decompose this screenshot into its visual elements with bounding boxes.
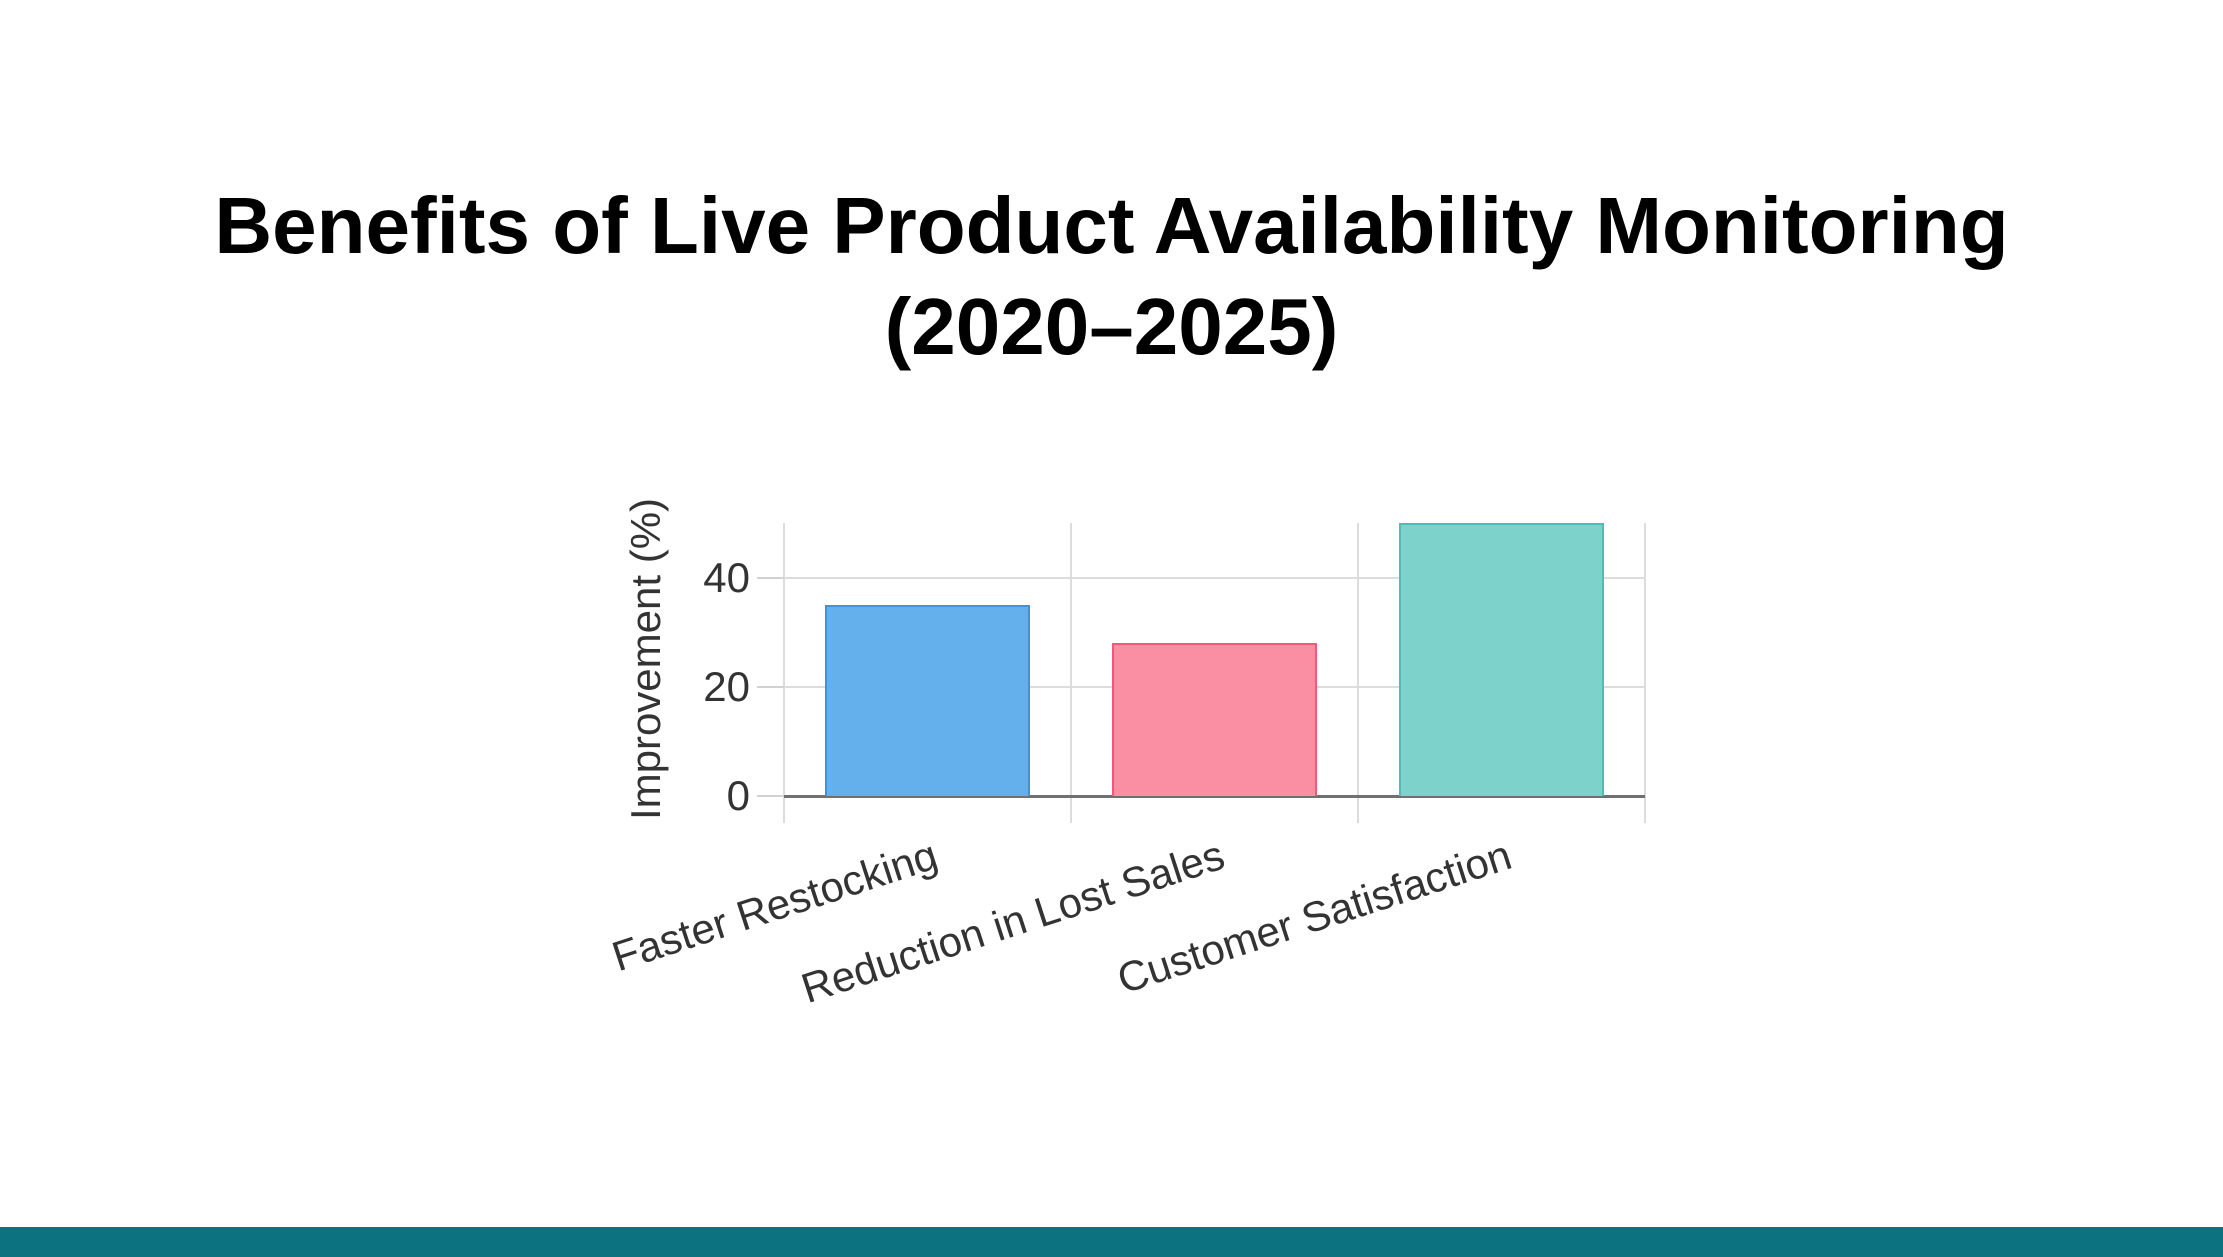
v-gridline [1644, 523, 1646, 823]
chart-title-line-1: Benefits of Live Product Availability Mo… [214, 181, 2009, 270]
bar-customer-satisfaction [1399, 523, 1604, 796]
v-gridline [1357, 523, 1359, 823]
v-gridline [1070, 523, 1072, 823]
bar-faster-restocking [825, 604, 1030, 796]
y-tick-mark [757, 685, 784, 688]
h-gridline [784, 576, 1645, 579]
x-axis-line [784, 795, 1645, 798]
bar-reduction-in-lost-sales [1112, 643, 1317, 796]
y-tick-label: 20 [703, 662, 750, 710]
y-tick-mark [757, 576, 784, 579]
v-gridline [783, 523, 785, 823]
y-tick-mark [757, 795, 784, 797]
y-tick-label: 0 [726, 772, 750, 819]
chart-title-line-2: (2020–2025) [884, 282, 1339, 371]
y-tick-label: 40 [703, 553, 750, 601]
footer-accent-bar [0, 1227, 2223, 1257]
